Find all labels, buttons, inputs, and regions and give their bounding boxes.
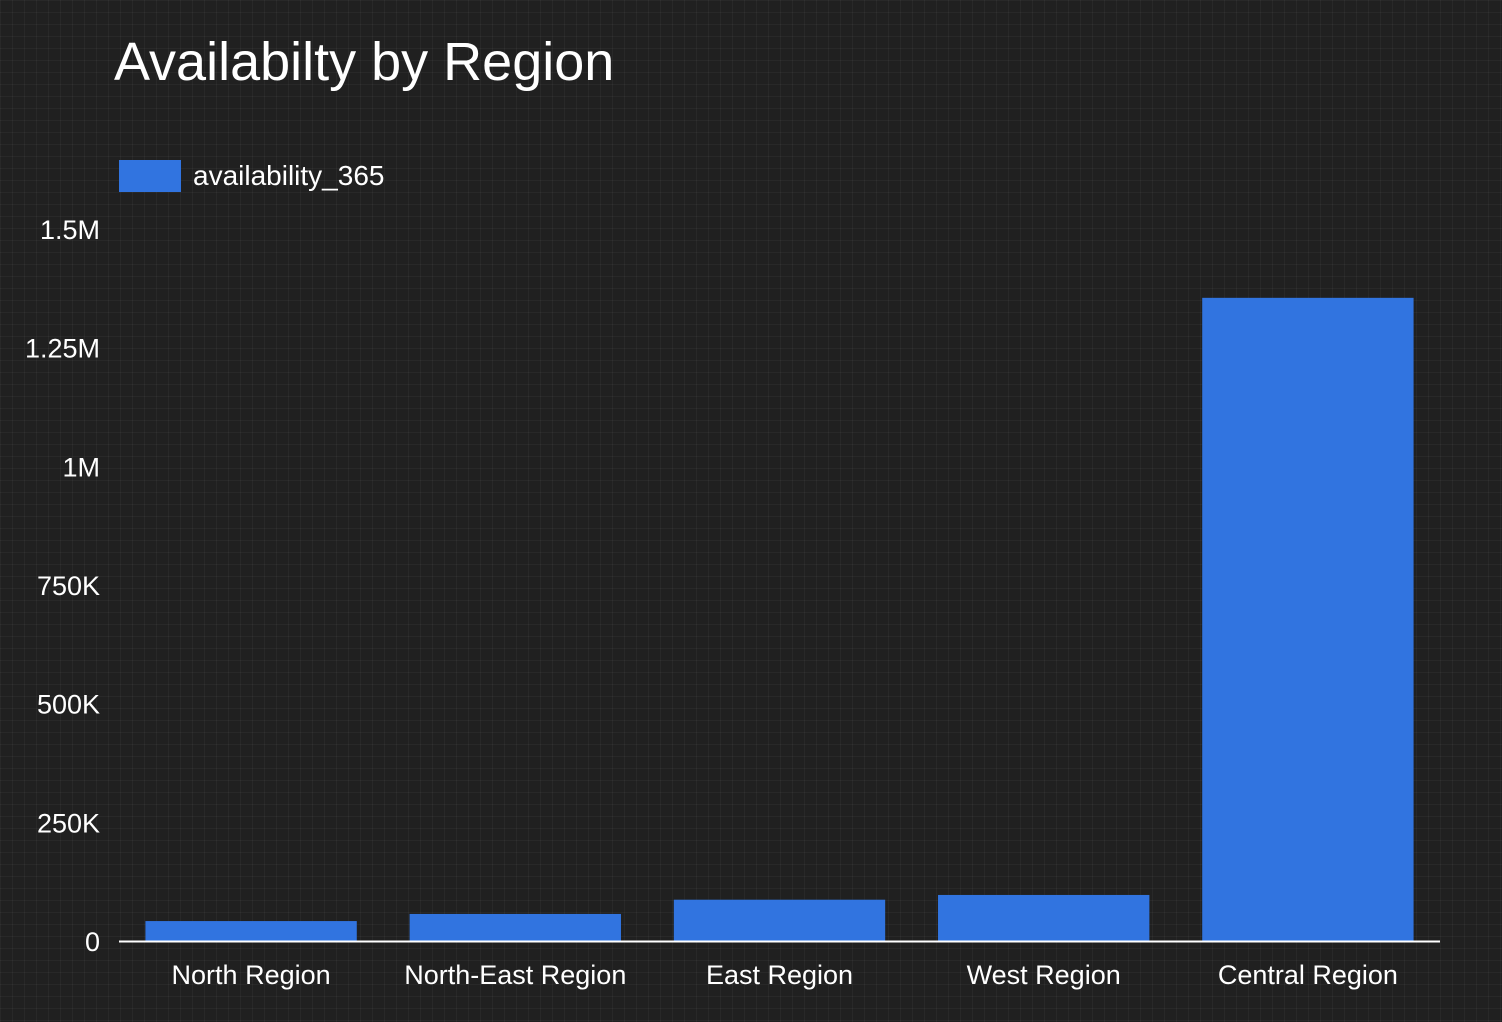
bar-central-region[interactable] (1202, 297, 1414, 941)
bar-north-region[interactable] (145, 921, 357, 941)
bar-west-region[interactable] (938, 894, 1150, 941)
x-tick-label: East Region (706, 960, 853, 990)
y-tick-label: 500K (37, 690, 100, 720)
y-tick-label: 250K (37, 808, 100, 838)
y-tick-label: 750K (37, 571, 100, 601)
legend[interactable]: availability_365 (119, 160, 384, 192)
chart-title: Availabilty by Region (114, 32, 615, 92)
x-tick-label: North-East Region (404, 960, 626, 990)
x-tick-label: Central Region (1218, 960, 1398, 990)
legend-swatch (119, 160, 181, 192)
bar-east-region[interactable] (673, 899, 886, 941)
y-tick-label: 1M (62, 452, 100, 482)
y-axis-ticks: 0 250K 500K 750K 1M 1.25M 1.5M (25, 215, 100, 957)
bar-north-east-region[interactable] (409, 913, 621, 941)
legend-label: availability_365 (193, 160, 385, 191)
bars (145, 297, 1414, 941)
x-tick-label: West Region (967, 960, 1121, 990)
y-tick-label: 1.5M (40, 215, 100, 245)
x-tick-label: North Region (172, 960, 331, 990)
y-tick-label: 0 (85, 927, 100, 957)
x-axis-labels: North Region North-East Region East Region… (172, 960, 1398, 990)
y-tick-label: 1.25M (25, 334, 100, 364)
